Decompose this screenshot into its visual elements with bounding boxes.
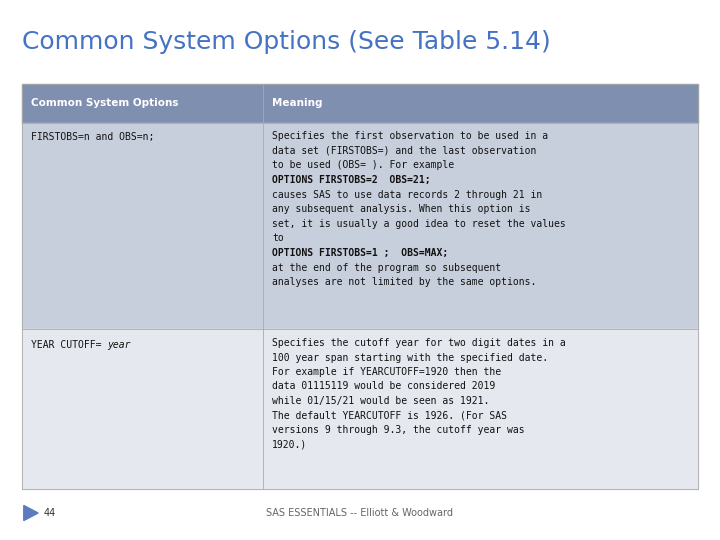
Text: 1920.): 1920.) (272, 440, 307, 449)
Text: 44: 44 (44, 508, 56, 518)
Text: Common System Options (See Table 5.14): Common System Options (See Table 5.14) (22, 30, 550, 53)
Polygon shape (22, 329, 698, 489)
Text: analyses are not limited by the same options.: analyses are not limited by the same opt… (272, 278, 536, 287)
Text: data set (FIRSTOBS=) and the last observation: data set (FIRSTOBS=) and the last observ… (272, 146, 536, 156)
Text: causes SAS to use data records 2 through 21 in: causes SAS to use data records 2 through… (272, 190, 542, 200)
Text: Meaning: Meaning (272, 98, 323, 108)
Text: Specifies the first observation to be used in a: Specifies the first observation to be us… (272, 131, 549, 141)
Text: year: year (107, 340, 130, 350)
Text: to: to (272, 233, 284, 243)
Polygon shape (22, 84, 698, 123)
Text: at the end of the program so subsequent: at the end of the program so subsequent (272, 263, 501, 273)
Text: versions 9 through 9.3, the cutoff year was: versions 9 through 9.3, the cutoff year … (272, 425, 525, 435)
Text: OPTIONS FIRSTOBS=2  OBS=21;: OPTIONS FIRSTOBS=2 OBS=21; (272, 174, 431, 185)
Polygon shape (22, 123, 698, 329)
Text: any subsequent analysis. When this option is: any subsequent analysis. When this optio… (272, 204, 531, 214)
Text: YEAR CUTOFF=: YEAR CUTOFF= (31, 340, 107, 350)
Text: Specifies the cutoff year for two digit dates in a: Specifies the cutoff year for two digit … (272, 338, 566, 348)
Text: while 01/15/21 would be seen as 1921.: while 01/15/21 would be seen as 1921. (272, 396, 490, 406)
Text: to be used (OBS= ). For example: to be used (OBS= ). For example (272, 160, 454, 170)
Text: Common System Options: Common System Options (31, 98, 179, 108)
Text: OPTIONS FIRSTOBS=1 ;  OBS=MAX;: OPTIONS FIRSTOBS=1 ; OBS=MAX; (272, 248, 449, 258)
Text: SAS ESSENTIALS -- Elliott & Woodward: SAS ESSENTIALS -- Elliott & Woodward (266, 508, 454, 518)
Text: set, it is usually a good idea to reset the values: set, it is usually a good idea to reset … (272, 219, 566, 229)
Text: data 01115119 would be considered 2019: data 01115119 would be considered 2019 (272, 381, 495, 391)
Text: FIRSTOBS=n and OBS=n;: FIRSTOBS=n and OBS=n; (31, 132, 154, 143)
Text: The default YEARCUTOFF is 1926. (For SAS: The default YEARCUTOFF is 1926. (For SAS (272, 410, 507, 421)
Text: 100 year span starting with the specified date.: 100 year span starting with the specifie… (272, 353, 549, 362)
Text: For example if YEARCUTOFF=1920 then the: For example if YEARCUTOFF=1920 then the (272, 367, 501, 377)
Polygon shape (24, 505, 38, 521)
